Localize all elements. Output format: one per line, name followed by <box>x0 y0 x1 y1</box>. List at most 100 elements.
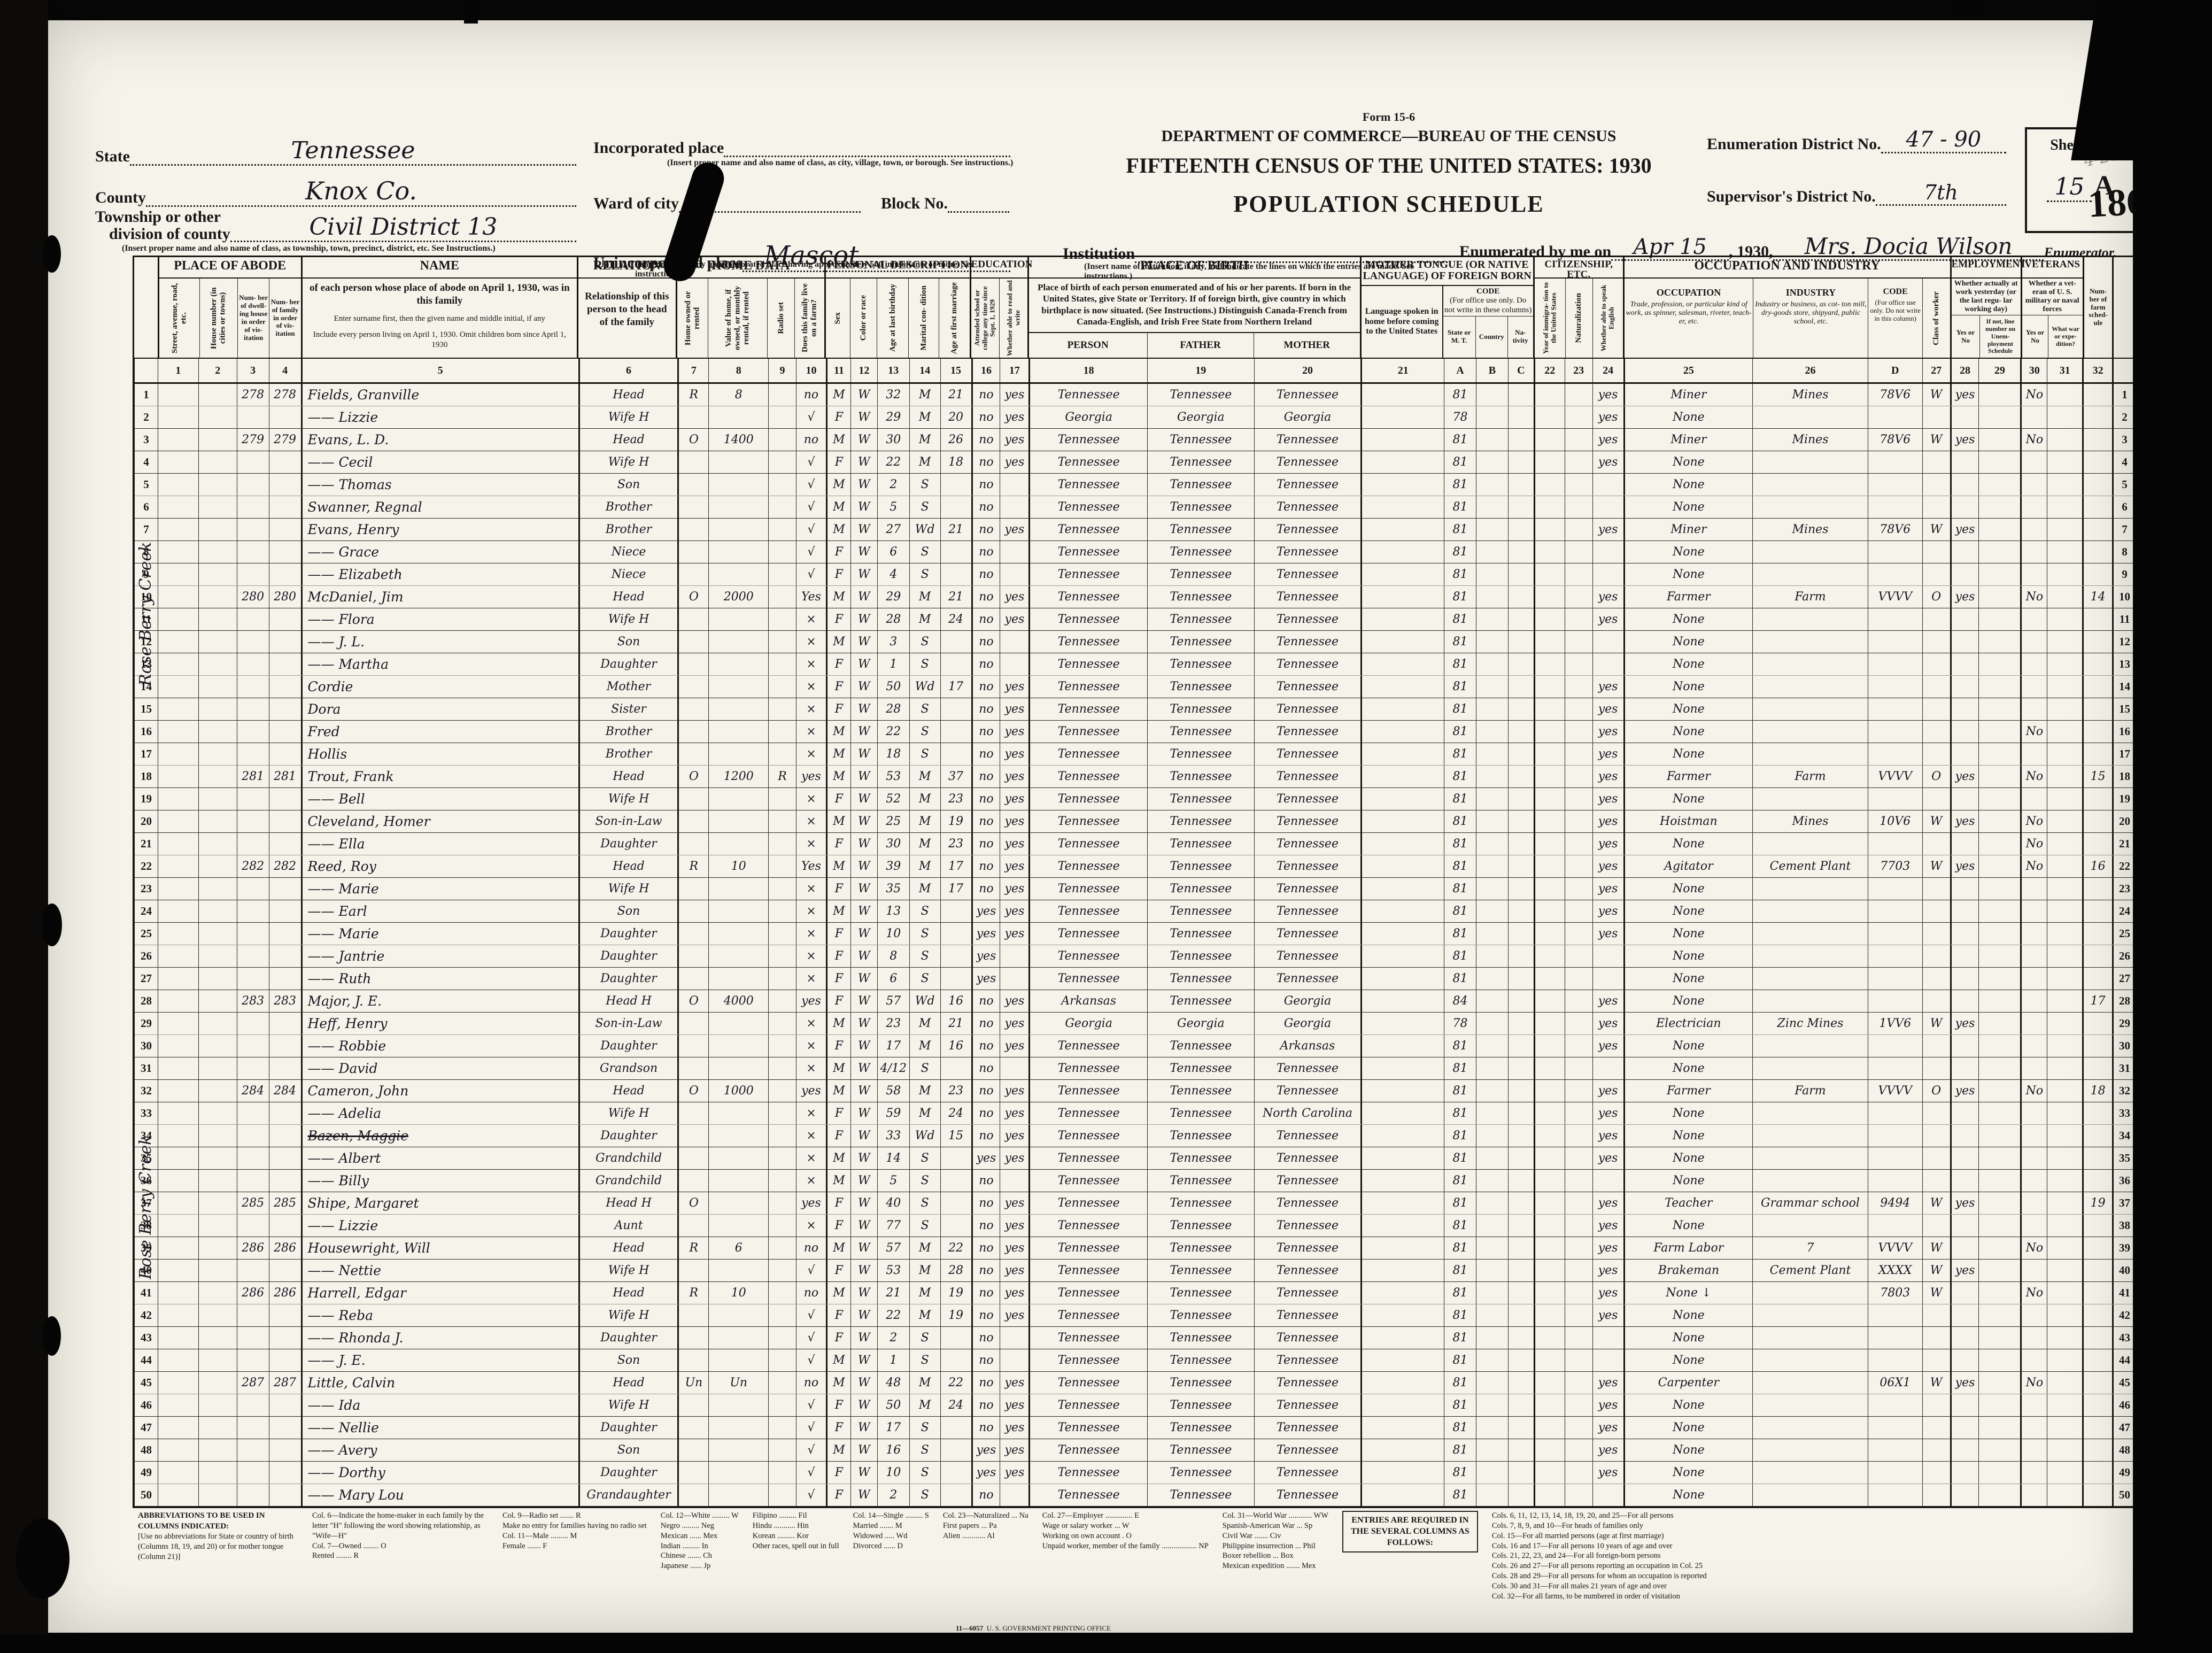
cell-lang <box>1360 384 1444 406</box>
cell-rel: Daughter <box>578 653 678 675</box>
cell-ln: 35 <box>134 1147 158 1169</box>
ward-field: Ward of city <box>593 195 861 213</box>
cell-nat <box>1564 474 1592 496</box>
cell-vet: No <box>2020 1282 2047 1304</box>
cell-cls <box>1922 451 1950 473</box>
cell-race: W <box>850 384 877 406</box>
cell-f <box>268 474 301 496</box>
cell-radio <box>768 451 796 473</box>
cell-occ: None <box>1623 1102 1753 1124</box>
col-birth-mother-label: MOTHER <box>1253 333 1360 358</box>
cell-sch: no <box>971 1057 1000 1079</box>
cell-sch: no <box>971 451 1000 473</box>
cell-war <box>2047 1327 2082 1349</box>
cell-yr <box>1533 1102 1565 1124</box>
cell-race: W <box>850 923 877 945</box>
cell-d <box>236 676 269 698</box>
cell-rel: Grandchild <box>578 1147 678 1169</box>
cell-rw: yes <box>1000 1192 1028 1214</box>
cell-wk: yes <box>1950 429 1979 451</box>
cell-bm: Georgia <box>1254 990 1361 1012</box>
column-number: 32 <box>2082 359 2112 382</box>
cell-fs <box>2082 519 2112 540</box>
cell-cd <box>1867 788 1922 810</box>
cell-eng: yes <box>1592 721 1623 743</box>
cell-val <box>708 1304 768 1326</box>
cell-yr <box>1533 923 1565 945</box>
cell-val <box>708 1057 768 1079</box>
cell-yr <box>1533 810 1565 832</box>
cell-rn: 22 <box>2112 855 2136 877</box>
cell-vet: No <box>2020 384 2047 406</box>
cell-bf: Tennessee <box>1147 1035 1254 1057</box>
cell-bm: Tennessee <box>1254 541 1361 563</box>
cell-agm <box>940 474 971 496</box>
form-number: Form 15-6 <box>1362 110 1416 123</box>
cell-street <box>157 653 198 675</box>
cell-race: W <box>850 1349 877 1371</box>
cell-d <box>236 721 269 743</box>
cell-farm: √ <box>796 1484 826 1506</box>
cell-house <box>198 541 237 563</box>
cell-war <box>2047 833 2082 855</box>
cell-sex: F <box>825 788 850 810</box>
cell-house <box>198 1192 237 1214</box>
cell-bp: Tennessee <box>1028 1215 1147 1237</box>
cell-val: 10 <box>708 855 768 877</box>
cell-rn: 8 <box>2112 541 2136 563</box>
cell-vet: No <box>2020 721 2047 743</box>
cell-ca: 81 <box>1444 496 1476 518</box>
cell-war <box>2047 1102 2082 1124</box>
cell-cls <box>1922 1170 1950 1192</box>
cell-ln: 50 <box>134 1484 158 1506</box>
cell-radio <box>768 1394 796 1416</box>
cell-wk: yes <box>1950 384 1979 406</box>
cell-val <box>708 676 768 698</box>
cell-cc <box>1507 631 1534 653</box>
cell-cls <box>1922 1215 1950 1237</box>
column-number: 14 <box>909 359 940 382</box>
institution-label: Institution <box>1063 245 1135 262</box>
column-number: 29 <box>1978 359 2020 382</box>
cell-lang <box>1360 810 1444 832</box>
cell-ln: 7 <box>134 519 158 540</box>
cell-nat <box>1564 1125 1592 1147</box>
cell-house <box>198 766 237 787</box>
cell-cb <box>1475 676 1508 698</box>
cell-fs <box>2082 563 2112 585</box>
cell-bm: Tennessee <box>1254 474 1361 496</box>
cell-cc <box>1507 1417 1534 1439</box>
cell-ln: 4 <box>134 451 158 473</box>
cell-d <box>236 945 269 967</box>
cell-yr <box>1533 1013 1565 1034</box>
cell-bp: Tennessee <box>1028 1057 1147 1079</box>
block-field: Block No. <box>881 195 1009 213</box>
cell-fs <box>2082 788 2112 810</box>
cell-occ: Farmer <box>1623 1080 1753 1102</box>
cell-lang <box>1360 653 1444 675</box>
cell-d <box>236 1439 269 1461</box>
cell-vet <box>2020 1013 2047 1034</box>
cell-eng: yes <box>1592 698 1623 720</box>
cell-house <box>198 496 237 518</box>
census-sheet-paper: State Tennessee County Knox Co. Township… <box>47 20 2147 1633</box>
cell-bp: Tennessee <box>1028 855 1147 877</box>
cell-cb <box>1475 541 1508 563</box>
cell-lang <box>1360 1462 1444 1484</box>
cell-unemp <box>1978 586 2020 608</box>
cell-vet <box>2020 631 2047 653</box>
cell-f <box>268 945 301 967</box>
cell-bf: Tennessee <box>1147 676 1254 698</box>
cell-rw <box>1000 945 1028 967</box>
cell-cls: W <box>1922 1282 1950 1304</box>
cell-sch: no <box>971 653 1000 675</box>
cell-sex: F <box>825 1417 850 1439</box>
cell-ln: 14 <box>134 676 158 698</box>
cell-cb <box>1475 766 1508 787</box>
cell-race: W <box>850 833 877 855</box>
cell-cc <box>1507 1215 1534 1237</box>
cell-lang <box>1360 1417 1444 1439</box>
